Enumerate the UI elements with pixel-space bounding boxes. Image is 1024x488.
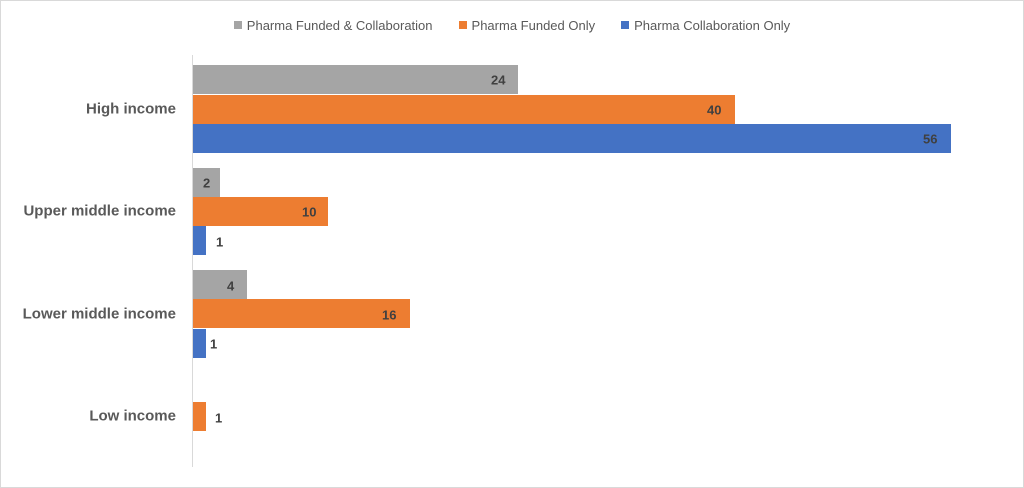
bar-upper-collab-only (193, 226, 206, 255)
legend-item-funded-and-collab: Pharma Funded & Collaboration (233, 17, 433, 33)
value-label: 24 (491, 72, 506, 88)
legend-label: Pharma Collaboration Only (634, 17, 791, 33)
legend-label: Pharma Funded Only (471, 17, 596, 33)
legend-swatch-orange (458, 21, 467, 29)
value-label: 56 (923, 131, 938, 147)
value-label: 16 (382, 307, 397, 323)
legend-swatch-blue (621, 21, 630, 29)
bar-lower-funded-only (193, 299, 410, 328)
bar-lower-funded-collab (193, 270, 247, 299)
category-axis-line (192, 55, 193, 467)
category-label-upper-middle-income: Upper middle income (23, 202, 176, 220)
bar-high-collab-only (193, 124, 951, 153)
value-label: 2 (203, 175, 211, 191)
chart-legend: Pharma Funded & Collaboration Pharma Fun… (0, 10, 1024, 40)
value-label: 1 (215, 410, 223, 426)
legend-item-collab-only: Pharma Collaboration Only (621, 18, 790, 33)
bar-high-funded-only (193, 95, 735, 124)
category-label-low-income: Low income (89, 407, 176, 425)
bar-upper-funded-only (193, 197, 328, 226)
value-label: 40 (707, 102, 722, 118)
bar-upper-funded-collab (193, 168, 220, 197)
category-label-high-income: High income (85, 100, 176, 118)
legend-item-funded-only: Pharma Funded Only (458, 17, 596, 33)
category-label-lower-middle-income: Lower middle income (22, 305, 176, 323)
value-label: 4 (227, 278, 235, 294)
bar-high-funded-collab (193, 65, 518, 94)
bar-low-funded-only (193, 402, 206, 431)
value-label: 1 (216, 234, 224, 250)
value-label: 10 (302, 204, 317, 220)
legend-label: Pharma Funded & Collaboration (246, 17, 433, 33)
legend-swatch-gray (233, 21, 242, 29)
value-label: 1 (210, 336, 218, 352)
bar-lower-collab-only (193, 329, 206, 358)
